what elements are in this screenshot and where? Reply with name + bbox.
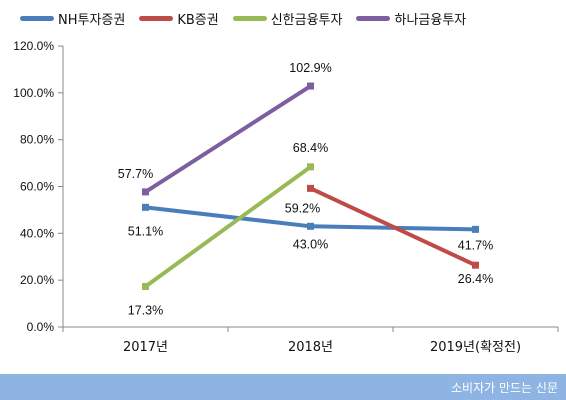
chart-legend: NH투자증권 KB증권 신한금융투자 하나금융투자 xyxy=(20,9,480,28)
legend-swatch xyxy=(356,15,391,21)
data-point-marker xyxy=(142,188,149,196)
data-point-marker xyxy=(307,184,314,192)
data-point-marker xyxy=(307,163,314,171)
y-tick-label: 40.0% xyxy=(20,226,54,240)
x-tick-label: 2018년 xyxy=(288,340,333,355)
data-label: 51.1% xyxy=(128,224,163,238)
data-label: 57.7% xyxy=(118,167,153,181)
y-tick-label: 20.0% xyxy=(20,273,54,287)
data-point-marker xyxy=(142,203,149,211)
legend-swatch xyxy=(139,15,174,21)
data-label: 26.4% xyxy=(458,272,493,286)
legend-swatch xyxy=(232,15,267,21)
data-label: 59.2% xyxy=(285,201,320,215)
data-label: 102.9% xyxy=(289,61,331,75)
legend-item: NH투자증권 xyxy=(20,9,125,28)
line-chart: 0.0% 20.0% 40.0% 60.0% 80.0% 100.0% 120.0% 2017… xyxy=(13,39,559,355)
y-tick-label: 120.0% xyxy=(13,39,54,53)
legend-label: 하나금융투자 xyxy=(394,12,467,28)
footer-publisher-text: 소비자가 만드는 신문 xyxy=(451,381,558,395)
legend-label: 신한금융투자 xyxy=(270,12,343,28)
data-point-marker xyxy=(472,261,479,269)
y-tick-label: 0.0% xyxy=(27,320,55,334)
x-tick-label: 2017년 xyxy=(123,340,168,355)
x-tick-label: 2019년(확정전) xyxy=(430,340,521,355)
y-tick-label: 100.0% xyxy=(13,86,54,100)
series-line xyxy=(309,186,477,267)
legend-item: KB증권 xyxy=(139,9,219,28)
series-line xyxy=(144,84,312,194)
legend-label: NH투자증권 xyxy=(58,12,126,28)
legend-item: 신한금융투자 xyxy=(232,9,343,28)
data-point-marker xyxy=(307,82,314,90)
legend-swatch xyxy=(20,15,54,21)
footer-banner: 소비자가 만드는 신문 xyxy=(0,374,566,400)
data-label: 43.0% xyxy=(293,237,328,251)
y-tick-label: 60.0% xyxy=(20,180,54,194)
legend-item: 하나금융투자 xyxy=(356,9,466,28)
legend-label: KB증권 xyxy=(177,12,219,28)
data-point-marker xyxy=(472,225,479,233)
series-line xyxy=(144,165,312,289)
data-label: 68.4% xyxy=(293,141,328,155)
data-point-marker xyxy=(142,282,149,290)
data-point-marker xyxy=(307,222,314,230)
y-tick-label: 80.0% xyxy=(20,133,54,147)
data-label: 17.3% xyxy=(128,303,163,317)
data-label: 41.7% xyxy=(458,238,493,252)
